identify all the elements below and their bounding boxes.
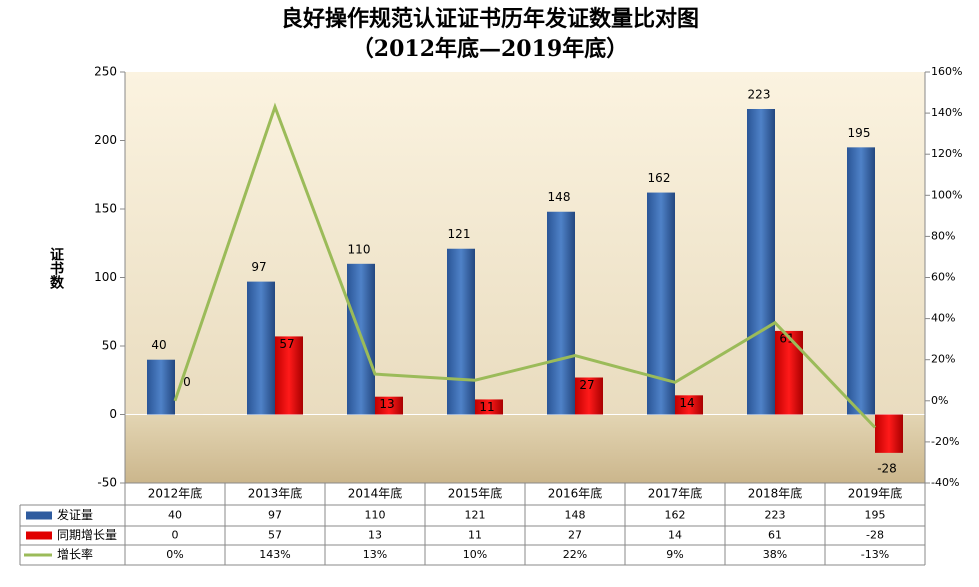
table-cell: 40 (168, 509, 182, 522)
x-tick-label: 2018年底 (748, 486, 803, 501)
table-cell: 97 (268, 509, 282, 522)
x-tick-label: 2013年底 (248, 486, 303, 501)
data-label: 13 (379, 397, 394, 411)
data-label: 11 (479, 400, 494, 414)
data-label: 27 (579, 378, 594, 392)
bar (247, 282, 275, 415)
legend-label: 增长率 (57, 547, 93, 562)
legend-swatch (26, 512, 52, 520)
data-label: 14 (679, 396, 694, 410)
y-tick-label: 200 (94, 133, 117, 147)
y2-tick-label: 20% (931, 353, 955, 366)
y2-tick-label: 120% (931, 147, 962, 160)
legend-label: 发证量 (57, 507, 93, 522)
table-cell: 223 (765, 509, 786, 522)
table-cell: -28 (866, 529, 884, 542)
bar (847, 147, 875, 414)
table-cell: 195 (865, 509, 886, 522)
y-tick-label: 50 (102, 339, 117, 353)
y2-tick-label: 60% (931, 271, 955, 284)
data-label: 195 (848, 126, 871, 140)
y2-tick-label: -20% (931, 435, 959, 448)
x-tick-label: 2014年底 (348, 486, 403, 501)
table-cell: 162 (665, 509, 686, 522)
table-cell: 10% (463, 548, 487, 561)
legend-swatch (26, 532, 52, 540)
table-cell: 27 (568, 529, 582, 542)
y-tick-label: 150 (94, 202, 117, 216)
x-tick-label: 2016年底 (548, 486, 603, 501)
data-label: 110 (348, 242, 371, 256)
bar (447, 249, 475, 415)
table-cell: 121 (465, 509, 486, 522)
table-cell: 11 (468, 529, 482, 542)
x-tick-label: 2012年底 (148, 486, 203, 501)
plot-background (125, 415, 925, 484)
y2-tick-label: 40% (931, 312, 955, 325)
data-label: -28 (877, 461, 897, 475)
chart-subtitle: （2012年底—2019年底） (352, 36, 628, 62)
table-cell: 143% (259, 548, 290, 561)
table-cell: 110 (365, 509, 386, 522)
y-tick-label: 250 (94, 65, 117, 79)
data-label: 121 (448, 227, 471, 241)
table-cell: 148 (565, 509, 586, 522)
data-label: 40 (151, 338, 166, 352)
y2-tick-label: -40% (931, 476, 959, 489)
y-tick-label: -50 (97, 476, 117, 490)
y-tick-label: 100 (94, 270, 117, 284)
x-tick-label: 2017年底 (648, 486, 703, 501)
data-label: 162 (648, 171, 671, 185)
chart-title: 良好操作规范认证证书历年发证数量比对图 (281, 6, 699, 32)
table-cell: 13 (368, 529, 382, 542)
plot-background (125, 72, 925, 415)
bar (547, 212, 575, 415)
data-label: 148 (548, 190, 571, 204)
table-cell: 13% (363, 548, 387, 561)
y2-tick-label: 0% (931, 394, 948, 407)
table-cell: 61 (768, 529, 782, 542)
table-cell: 0% (166, 548, 183, 561)
y-axis-label: 证书数 (48, 247, 64, 290)
x-tick-label: 2019年底 (848, 486, 903, 501)
bar (747, 109, 775, 415)
table-cell: 0 (172, 529, 179, 542)
table-cell: 22% (563, 548, 587, 561)
table-cell: 9% (666, 548, 683, 561)
data-label: 57 (279, 337, 294, 351)
data-label: 97 (251, 260, 266, 274)
bar (875, 415, 903, 453)
y-tick-label: 0 (109, 407, 117, 421)
x-tick-label: 2015年底 (448, 486, 503, 501)
data-label: 223 (748, 87, 771, 101)
legend-label: 同期增长量 (57, 528, 117, 542)
y2-tick-label: 140% (931, 106, 962, 119)
table-cell: 14 (668, 529, 682, 542)
table-cell: 38% (763, 548, 787, 561)
y2-tick-label: 160% (931, 65, 962, 78)
table-cell: 57 (268, 529, 282, 542)
bar (147, 360, 175, 415)
y2-tick-label: 100% (931, 188, 962, 201)
table-cell: -13% (861, 548, 889, 561)
y2-tick-label: 80% (931, 229, 955, 242)
